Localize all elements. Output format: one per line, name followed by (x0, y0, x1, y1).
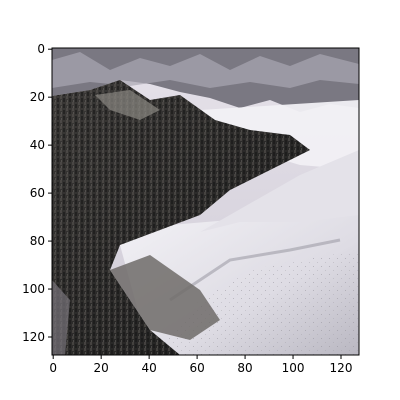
rock-left-edge (52, 280, 70, 355)
x-tick-label: 40 (141, 361, 156, 375)
photo-image (52, 48, 359, 355)
rock-highlight (95, 90, 160, 120)
y-tick-label: 100 (22, 282, 45, 296)
rock-texture (52, 80, 310, 355)
y-tick-label: 40 (30, 138, 45, 152)
x-axis: 0 20 40 60 80 100 120 (49, 355, 352, 375)
y-tick-label: 20 (30, 90, 45, 104)
snow-ridge-upper (200, 150, 359, 232)
rock-lower-outcrop (110, 255, 220, 340)
x-tick-label: 60 (189, 361, 204, 375)
x-tick-label: 20 (94, 361, 109, 375)
snow-ridge-line (169, 238, 341, 302)
y-tick-label: 120 (22, 330, 45, 344)
y-tick-label: 0 (37, 42, 45, 56)
y-axis: 0 20 40 60 80 100 120 (22, 42, 52, 344)
x-tick-label: 0 (49, 361, 57, 375)
y-tick-label: 60 (30, 186, 45, 200)
x-tick-label: 80 (237, 361, 252, 375)
x-tick-label: 100 (282, 361, 305, 375)
y-tick-label: 80 (30, 234, 45, 248)
peak-snowcaps (52, 52, 359, 88)
x-tick-label: 120 (330, 361, 353, 375)
plot-frame (51, 47, 360, 356)
